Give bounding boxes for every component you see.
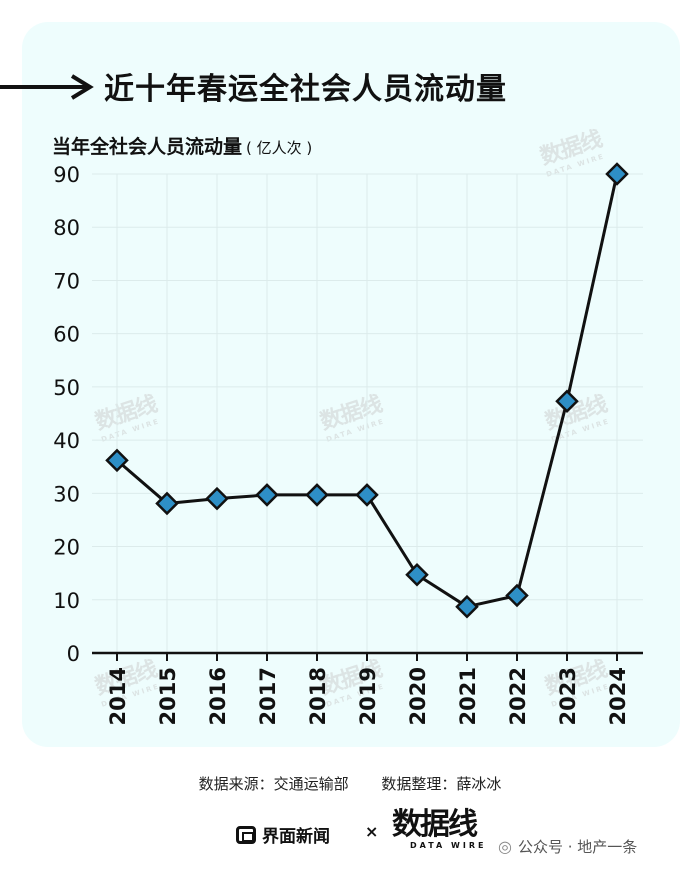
axis-unit: ( 亿人次 ) — [246, 139, 313, 157]
source-text: 数据来源：交通运输部 — [198, 775, 349, 793]
data-point-marker — [105, 448, 129, 473]
data-point-marker — [355, 483, 379, 507]
x-tick-label: 2024 — [606, 667, 630, 725]
data-point-marker — [205, 486, 229, 511]
data-point-marker — [255, 483, 279, 507]
jiemian-logo: 界面新闻 — [236, 822, 330, 847]
x-tick-label: 2023 — [556, 667, 580, 725]
axis-title: 当年全社会人员流动量( 亿人次 ) — [52, 132, 312, 159]
y-tick-label: 10 — [53, 589, 80, 613]
data-point-marker — [405, 562, 429, 587]
data-point-marker — [605, 162, 629, 186]
editor-text: 数据整理：薛冰冰 — [381, 775, 502, 793]
x-tick-label: 2016 — [206, 667, 230, 725]
y-tick-label: 30 — [53, 482, 80, 506]
times-sign: × — [365, 822, 379, 841]
data-point-marker — [155, 491, 179, 516]
datawire-logo-en: DATA WIRE — [410, 841, 487, 850]
x-tick-label: 2014 — [106, 667, 130, 725]
jiemian-logo-icon — [236, 825, 256, 844]
x-tick-label: 2022 — [506, 667, 530, 725]
axis-title-text: 当年全社会人员流动量 — [52, 136, 243, 158]
y-tick-label: 80 — [53, 216, 80, 240]
wechat-credit: ◎ 公众号 · 地产一条 — [498, 836, 637, 857]
y-tick-label: 90 — [53, 163, 80, 187]
y-tick-label: 40 — [53, 429, 80, 453]
y-tick-label: 70 — [53, 269, 80, 293]
source-line: 数据来源：交通运输部 数据整理：薛冰冰 — [0, 773, 700, 794]
wechat-icon: ◎ — [498, 837, 512, 856]
wechat-text: 公众号 · 地产一条 — [517, 838, 638, 856]
x-tick-label: 2019 — [356, 667, 380, 725]
x-tick-label: 2018 — [306, 667, 330, 725]
data-point-marker — [305, 483, 329, 507]
footer: 界面新闻 × 数据线 DATA WIRE ◎ 公众号 · 地产一条 — [0, 808, 700, 858]
data-point-marker — [505, 583, 529, 608]
datawire-logo: 数据线 DATA WIRE — [392, 808, 486, 850]
x-tick-label: 2015 — [156, 667, 180, 725]
jiemian-logo-text: 界面新闻 — [262, 827, 330, 847]
y-tick-label: 0 — [67, 642, 80, 666]
y-tick-label: 20 — [53, 536, 80, 560]
datawire-logo-text: 数据线 — [392, 807, 478, 842]
title-arrow-icon — [0, 74, 94, 100]
y-tick-label: 60 — [53, 323, 80, 347]
y-tick-label: 50 — [53, 376, 80, 400]
x-tick-label: 2021 — [456, 667, 480, 725]
data-point-marker — [555, 389, 579, 414]
chart-title: 近十年春运全社会人员流动量 — [104, 72, 507, 107]
x-tick-label: 2020 — [406, 667, 430, 725]
x-tick-label: 2017 — [256, 667, 280, 725]
line-chart: 0 10 20 30 40 50 60 70 80 90 2014 2015 2016 2017 2018 2… — [53, 162, 643, 725]
data-point-marker — [455, 594, 479, 619]
